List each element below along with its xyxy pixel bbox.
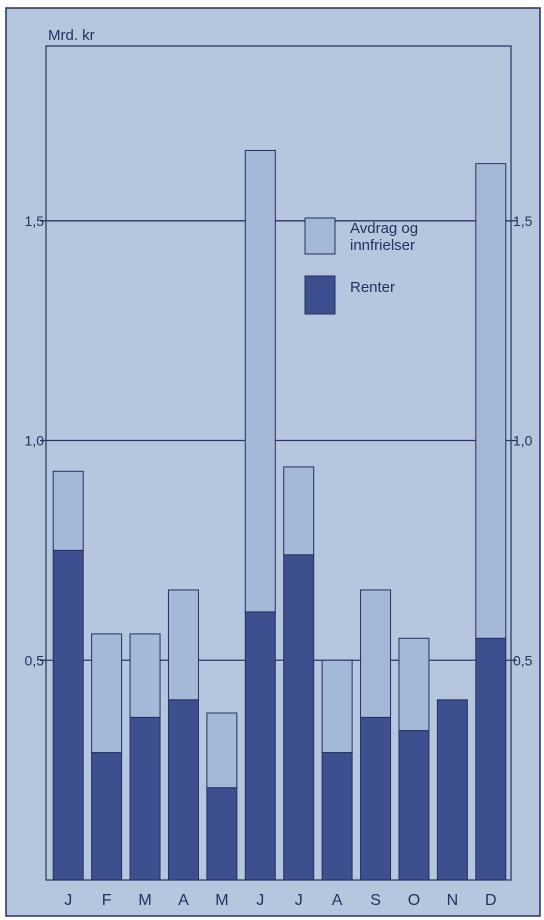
x-tick-label: S [370, 892, 381, 909]
bar-renter [91, 752, 123, 881]
legend-label-avdrag-line1: Avdrag og [350, 220, 418, 237]
y-tick-labels-left: 0,5 1,0 1,5 [25, 213, 45, 668]
legend-swatch-renter [304, 275, 336, 315]
bar-renter [206, 787, 238, 881]
y-tick-label-right: 1,0 [513, 433, 533, 449]
bar-avdrag [167, 589, 199, 701]
y-tick-label-left: 0,5 [25, 652, 45, 668]
bar-renter [244, 611, 276, 881]
bar-avdrag [129, 633, 161, 718]
bars-layer [52, 149, 507, 881]
bar-renter [129, 716, 161, 881]
outer-frame [5, 7, 541, 917]
bar-avdrag [206, 712, 238, 789]
bar-avdrag [91, 633, 123, 754]
bar-renter [52, 549, 84, 881]
x-tick-label: M [138, 892, 151, 909]
bar-avdrag [244, 149, 276, 613]
x-tick-label: A [178, 892, 189, 909]
y-tick-label-right: 0,5 [513, 652, 533, 668]
bar-avdrag [360, 589, 392, 718]
x-tick-label: F [102, 892, 112, 909]
y-tick-label-left: 1,0 [25, 433, 45, 449]
y-axis-label: Mrd. kr [48, 27, 95, 44]
x-tick-label: J [64, 892, 72, 909]
bar-avdrag [475, 163, 507, 639]
grid-layer [40, 220, 517, 661]
bar-avdrag [398, 637, 430, 732]
bar-avdrag [52, 470, 84, 551]
bar-renter [321, 752, 353, 881]
bar-renter [283, 554, 315, 881]
bar-avdrag [283, 466, 315, 556]
legend-label-renter: Renter [350, 279, 395, 296]
bar-renter [167, 699, 199, 881]
x-tick-label: N [447, 892, 459, 909]
bar-renter [398, 730, 430, 881]
y-tick-labels-right: 0,5 1,0 1,5 [513, 213, 533, 668]
x-tick-label: D [485, 892, 497, 909]
x-tick-label: J [295, 892, 303, 909]
x-tick-label: A [332, 892, 343, 909]
bar-renter [475, 637, 507, 881]
bar-renter [360, 716, 392, 881]
plot-frame [45, 45, 512, 881]
legend-swatch-avdrag [304, 217, 336, 255]
x-tick-label: M [215, 892, 228, 909]
x-tick-label: J [256, 892, 264, 909]
legend-label-avdrag-line2: innfrielser [350, 237, 415, 254]
y-tick-label-right: 1,5 [513, 213, 533, 229]
x-tick-label: O [408, 892, 420, 909]
bar-renter [436, 699, 468, 881]
legend: Avdrag og innfrielser Renter [304, 217, 418, 315]
y-tick-label-left: 1,5 [25, 213, 45, 229]
bar-avdrag [321, 659, 353, 754]
